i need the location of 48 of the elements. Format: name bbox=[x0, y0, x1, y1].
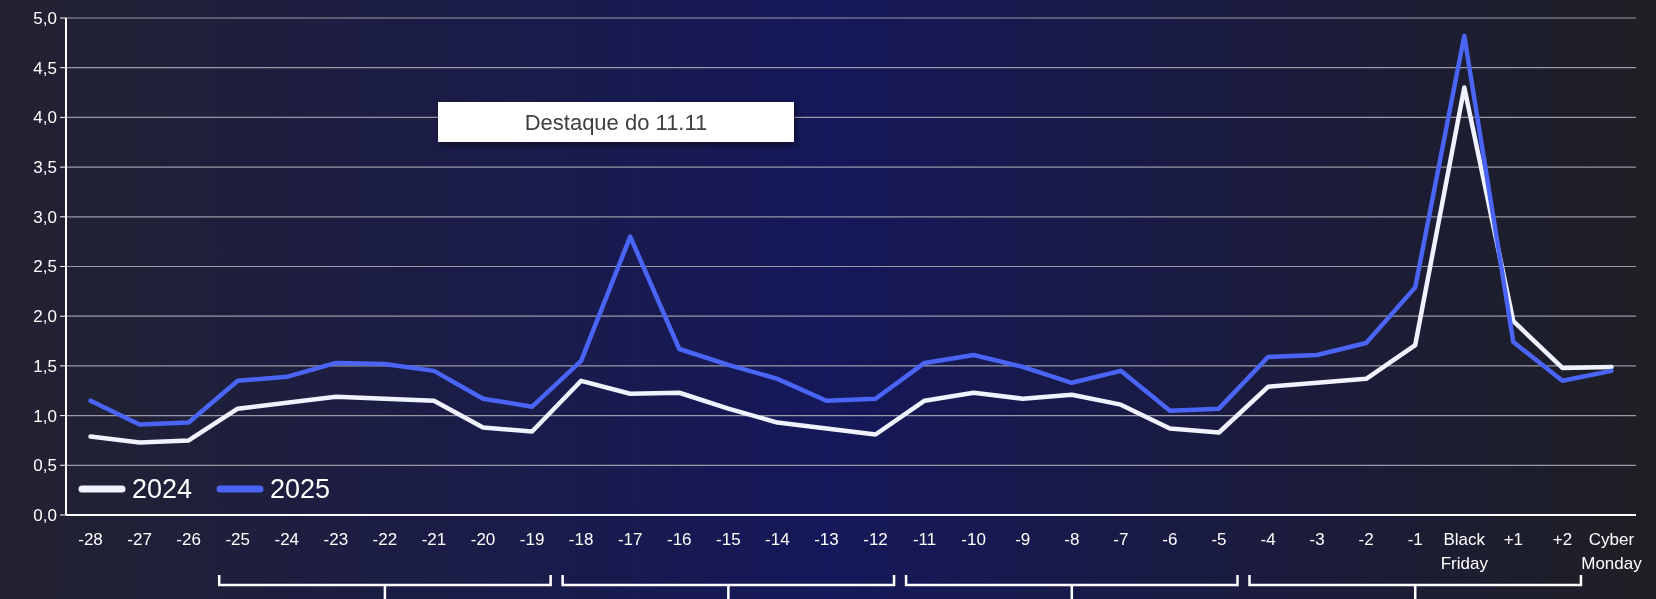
x-tick-label: -9 bbox=[1015, 530, 1031, 549]
x-tick-label: -18 bbox=[568, 530, 594, 549]
x-tick-label: Cyber Monday bbox=[1581, 530, 1643, 573]
x-tick-label: -27 bbox=[127, 530, 152, 549]
x-tick-label: -19 bbox=[519, 530, 545, 549]
x-tick-label: -23 bbox=[323, 530, 349, 549]
x-tick-label: -14 bbox=[765, 530, 790, 549]
x-tick-label: Black Friday bbox=[1440, 530, 1489, 573]
line-series bbox=[88, 85, 1614, 445]
y-tick-label: 3,0 bbox=[33, 207, 57, 227]
x-tick-label: -20 bbox=[470, 530, 496, 549]
x-tick-label: -12 bbox=[863, 530, 888, 549]
y-tick-label: 5,0 bbox=[33, 8, 57, 28]
y-tick-label: 1,0 bbox=[33, 406, 57, 426]
x-tick-label: -26 bbox=[176, 530, 201, 549]
x-tick-label: -17 bbox=[617, 530, 643, 549]
x-tick-label: -24 bbox=[274, 530, 300, 549]
x-tick-label: -28 bbox=[78, 530, 103, 549]
x-tick-label: -13 bbox=[814, 530, 839, 549]
y-tick-label: 4,5 bbox=[33, 58, 57, 78]
x-tick-label: -1 bbox=[1407, 530, 1423, 549]
legend-label: 2025 bbox=[270, 474, 331, 505]
y-tick-label: 2,0 bbox=[33, 307, 57, 327]
legend-label: 2024 bbox=[132, 474, 193, 505]
x-tick-label: -4 bbox=[1260, 530, 1276, 549]
x-tick-label: +2 bbox=[1552, 530, 1573, 549]
x-tick-label: -10 bbox=[961, 530, 986, 549]
x-tick-label: -2 bbox=[1358, 530, 1374, 549]
y-tick-label: 0,0 bbox=[33, 505, 57, 525]
y-tick-label: 3,5 bbox=[33, 158, 57, 178]
y-tick-label: 2,5 bbox=[33, 257, 57, 277]
x-tick-label: -5 bbox=[1211, 530, 1227, 549]
x-tick-label: +1 bbox=[1503, 530, 1524, 549]
x-tick-label: -25 bbox=[225, 530, 251, 549]
x-tick-label: -7 bbox=[1113, 530, 1129, 549]
y-tick-label: 4,0 bbox=[33, 108, 57, 128]
x-tick-label: -8 bbox=[1064, 530, 1080, 549]
y-tick-label: 0,5 bbox=[33, 456, 57, 476]
x-tick-label: -15 bbox=[716, 530, 741, 549]
x-tick-label: -3 bbox=[1309, 530, 1325, 549]
annotation: Destaque do 11.11 bbox=[524, 109, 708, 135]
x-tick-label: -6 bbox=[1162, 530, 1178, 549]
x-tick-label: -21 bbox=[421, 530, 447, 549]
x-tick-label: -16 bbox=[666, 530, 692, 549]
x-tick-label: -11 bbox=[912, 530, 937, 549]
line-series bbox=[88, 33, 1614, 427]
x-tick-label: -22 bbox=[372, 530, 398, 549]
y-tick-label: 1,5 bbox=[33, 356, 57, 376]
